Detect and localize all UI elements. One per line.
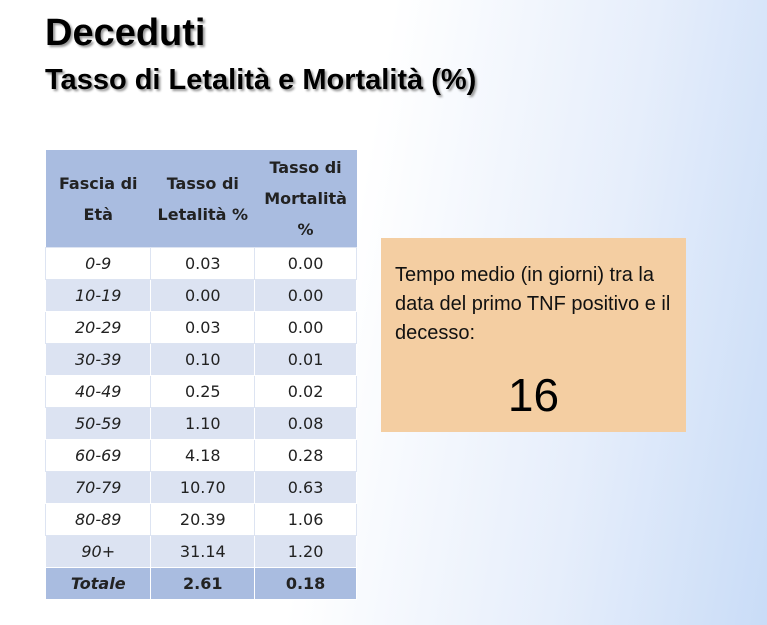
table-row: 20-29 0.03 0.00	[44, 311, 357, 344]
note-box: Tempo medio (in giorni) tra la data del …	[381, 238, 686, 432]
value-cell: 1.10	[150, 407, 256, 440]
age-cell: 70-79	[44, 471, 152, 504]
age-cell: 90+	[44, 535, 152, 568]
value-cell: 20.39	[150, 503, 256, 536]
value-cell: 10.70	[150, 471, 256, 504]
value-cell: 1.06	[254, 503, 357, 536]
value-cell: 0.08	[254, 407, 357, 440]
value-cell: 0.03	[150, 247, 256, 280]
value-cell: 2.61	[150, 567, 256, 600]
table-row: 40-49 0.25 0.02	[44, 375, 357, 408]
table-row: 70-79 10.70 0.63	[44, 471, 357, 504]
table-row: 30-39 0.10 0.01	[44, 343, 357, 376]
title: Deceduti	[45, 12, 206, 54]
table-row: 0-9 0.03 0.00	[44, 247, 357, 280]
age-cell: 60-69	[44, 439, 152, 472]
value-cell: 31.14	[150, 535, 256, 568]
value-cell: 0.00	[254, 247, 357, 280]
table-row: Totale 2.61 0.18	[44, 567, 357, 600]
value-cell: 0.02	[254, 375, 357, 408]
header-row: Fascia di Età Tasso di Letalità % Tasso …	[45, 150, 357, 248]
value-cell: 0.10	[150, 343, 256, 376]
value-cell: 0.00	[254, 279, 357, 312]
table-header: Fascia di Età Tasso di Letalità % Tasso …	[45, 150, 357, 248]
value-cell: 0.00	[254, 311, 357, 344]
value-cell: 0.00	[150, 279, 256, 312]
table-row: 90+ 31.14 1.20	[44, 535, 357, 568]
age-cell: 0-9	[44, 247, 152, 280]
data-table: Fascia di Età Tasso di Letalità % Tasso …	[44, 150, 357, 600]
value-cell: 4.18	[150, 439, 256, 472]
table-row: 10-19 0.00 0.00	[44, 279, 357, 312]
table-row: 50-59 1.10 0.08	[44, 407, 357, 440]
age-cell: 20-29	[44, 311, 152, 344]
value-cell: 0.25	[150, 375, 256, 408]
age-cell: 50-59	[44, 407, 152, 440]
age-cell: 30-39	[44, 343, 152, 376]
value-cell: 0.18	[254, 567, 357, 600]
table-row: 60-69 4.18 0.28	[44, 439, 357, 472]
table-row: 80-89 20.39 1.06	[44, 503, 357, 536]
value-cell: 0.28	[254, 439, 357, 472]
age-cell: 40-49	[44, 375, 152, 408]
subtitle: Tasso di Letalità e Mortalità (%)	[45, 64, 477, 96]
value-cell: 0.01	[254, 343, 357, 376]
column-header: Tasso di Letalità %	[150, 150, 255, 248]
note-value: 16	[507, 369, 560, 421]
column-header: Tasso di Mortalità %	[254, 150, 357, 248]
value-cell: 0.03	[150, 311, 256, 344]
note-text: Tempo medio (in giorni) tra la data del …	[395, 264, 671, 344]
value-cell: 1.20	[254, 535, 357, 568]
age-cell: 10-19	[44, 279, 152, 312]
age-cell: Totale	[44, 567, 152, 600]
column-header: Fascia di Età	[45, 150, 151, 248]
age-cell: 80-89	[44, 503, 152, 536]
table-body: 0-9 0.03 0.00 10-19 0.00 0.00 20-29 0.03 0.00 30-…	[44, 247, 357, 600]
value-cell: 0.63	[254, 471, 357, 504]
